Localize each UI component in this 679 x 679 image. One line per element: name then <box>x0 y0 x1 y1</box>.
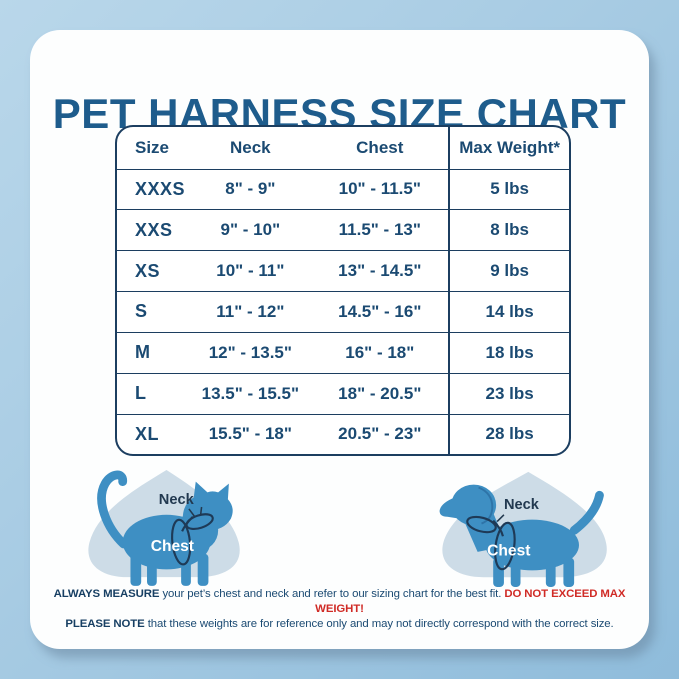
cell-size: S <box>117 291 190 333</box>
footnote-note-bold: PLEASE NOTE <box>65 618 145 630</box>
footnote-measure-text: your pet’s chest and neck and refer to o… <box>162 588 502 600</box>
cell-neck: 13.5" - 15.5" <box>189 372 312 415</box>
table-row: L 13.5" - 15.5" 18" - 20.5" 23 lbs <box>117 372 569 415</box>
cell-max-weight: 23 lbs <box>448 372 569 415</box>
cell-neck: 9" - 10" <box>189 209 312 251</box>
dog-diagram: Neck Chest <box>423 460 618 597</box>
footnote-measure-bold: ALWAYS MEASURE <box>53 588 160 600</box>
table-row: M 12" - 13.5" 16" - 18" 18 lbs <box>117 331 569 374</box>
cell-size: XS <box>117 250 190 292</box>
table-row: S 11" - 12" 14.5" - 16" 14 lbs <box>117 291 569 333</box>
size-table-header: Size Neck Chest Max Weight* <box>117 127 569 169</box>
cat-neck-label: Neck <box>159 492 195 508</box>
table-row: XXXS 8" - 9" 10" - 11.5" 5 lbs <box>117 168 569 210</box>
cat-diagram: Neck Chest <box>72 460 262 597</box>
dog-neck-loop <box>466 515 497 534</box>
cell-neck: 10" - 11" <box>189 250 312 292</box>
cat-illustration: Neck Chest <box>88 469 240 586</box>
dog-chest-loop <box>494 521 516 571</box>
cell-max-weight: 9 lbs <box>448 250 569 292</box>
cell-max-weight: 14 lbs <box>448 291 569 333</box>
dog-neck-label: Neck <box>504 497 540 513</box>
header-row: Size Neck Chest Max Weight* <box>117 127 569 169</box>
dog-chest-label: Chest <box>487 543 530 560</box>
footnote: ALWAYS MEASURE your pet’s chest and neck… <box>42 587 637 632</box>
cat-head <box>182 481 233 531</box>
cell-chest: 10" - 11.5" <box>311 168 450 210</box>
cell-neck: 11" - 12" <box>189 291 312 333</box>
footnote-note-text: that these weights are for reference onl… <box>147 618 614 630</box>
cell-max-weight: 5 lbs <box>448 168 569 210</box>
cell-max-weight: 8 lbs <box>448 209 569 251</box>
size-table: Size Neck Chest Max Weight* XXXS 8" - 9"… <box>115 125 571 456</box>
cat-chest-loop <box>171 518 192 566</box>
cell-chest: 13" - 14.5" <box>311 250 450 292</box>
cell-max-weight: 28 lbs <box>448 413 569 454</box>
dog-tail <box>569 490 604 535</box>
cell-chest: 11.5" - 13" <box>311 209 450 251</box>
cell-size: M <box>117 331 190 374</box>
table-row: XL 15.5" - 18" 20.5" - 23" 28 lbs <box>117 413 569 454</box>
column-header-size: Size <box>135 137 170 157</box>
cat-neck-pointer <box>188 506 203 518</box>
cell-chest: 14.5" - 16" <box>311 291 450 333</box>
cat-harness-strap <box>181 515 194 532</box>
footnote-line-1: ALWAYS MEASURE your pet’s chest and neck… <box>42 587 637 617</box>
dog-illustration: Neck Chest <box>439 471 607 587</box>
size-table-grid: Size Neck Chest Max Weight* XXXS 8" - 9"… <box>117 127 569 454</box>
cell-size: XL <box>117 413 190 454</box>
dog-neck-pointer <box>496 514 505 523</box>
column-header-chest: Chest <box>356 137 404 157</box>
cell-chest: 20.5" - 23" <box>311 413 450 454</box>
cell-neck: 8" - 9" <box>189 168 312 210</box>
dog-ear <box>478 486 494 525</box>
table-row: XS 10" - 11" 13" - 14.5" 9 lbs <box>117 250 569 292</box>
dog-snout <box>439 497 461 519</box>
cell-size: L <box>117 372 190 415</box>
cell-neck: 12" - 13.5" <box>189 331 312 374</box>
footnote-line-2: PLEASE NOTE that these weights are for r… <box>42 617 637 632</box>
column-header-max-weight: Max Weight* <box>448 127 569 169</box>
cell-neck: 15.5" - 18" <box>189 413 312 454</box>
cell-chest: 18" - 20.5" <box>311 372 450 415</box>
cat-tail <box>97 470 129 549</box>
footnote-warning: DO NOT EXCEED MAX WEIGHT! <box>315 588 626 615</box>
dog-harness-strap <box>492 519 504 537</box>
cat-chest-label: Chest <box>151 538 194 555</box>
cell-max-weight: 18 lbs <box>448 331 569 374</box>
size-table-body: XXXS 8" - 9" 10" - 11.5" 5 lbs XXS 9" - … <box>117 168 569 454</box>
cell-size: XXXS <box>117 168 190 210</box>
table-row: XXS 9" - 10" 11.5" - 13" 8 lbs <box>117 209 569 251</box>
cell-chest: 16" - 18" <box>311 331 450 374</box>
cell-size: XXS <box>117 209 190 251</box>
size-chart-card: PET HARNESS SIZE CHART Size Neck Chest M… <box>30 30 649 649</box>
column-header-neck: Neck <box>230 137 271 157</box>
